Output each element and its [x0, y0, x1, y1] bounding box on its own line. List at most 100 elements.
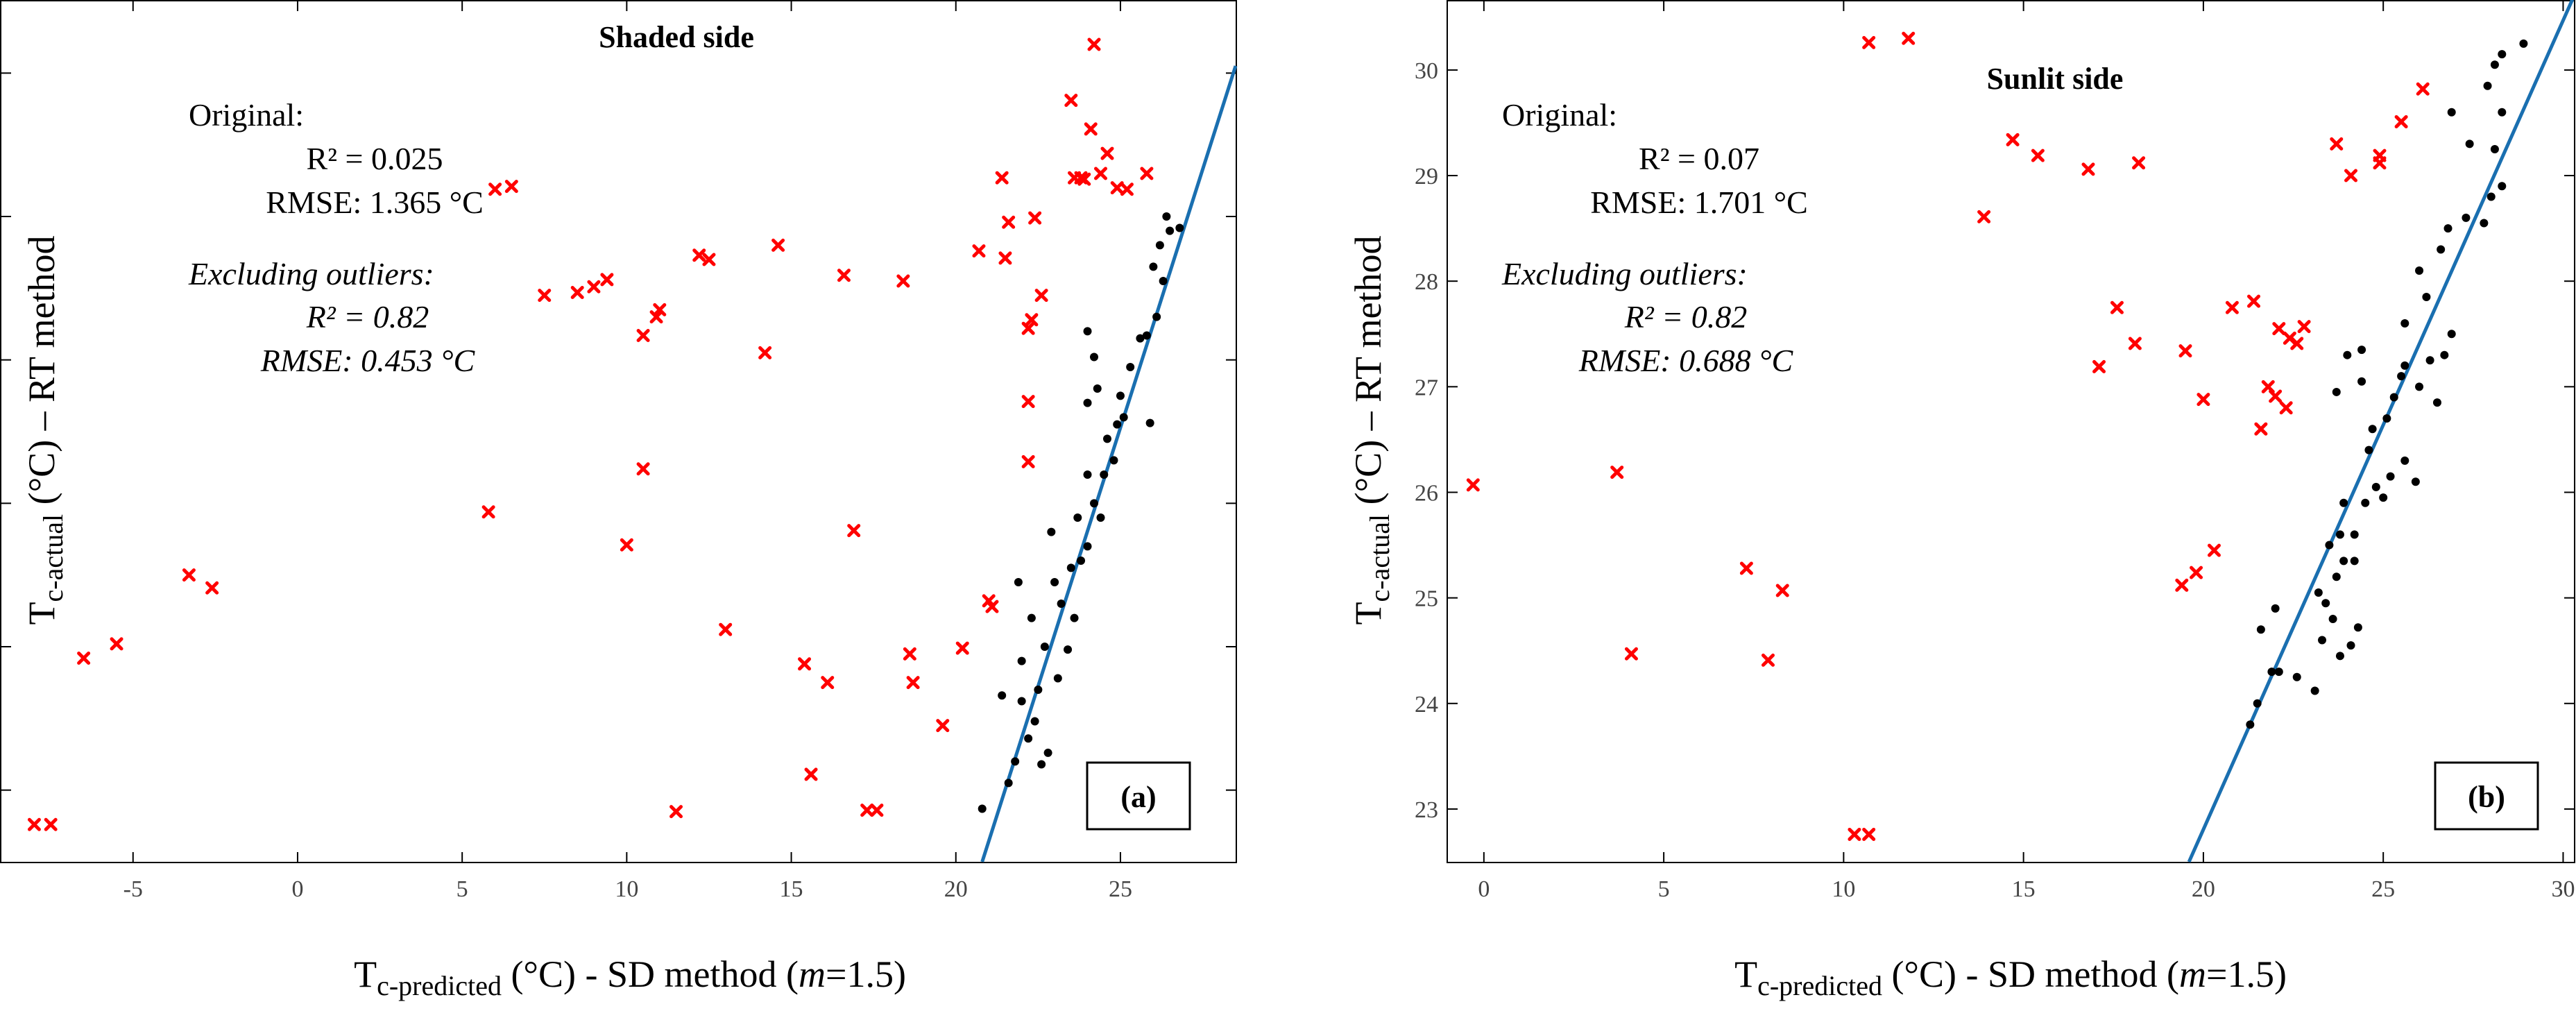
data-point-a — [1004, 779, 1013, 788]
data-point-b — [2465, 139, 2474, 148]
outlier-point-b — [2178, 344, 2192, 358]
x-tick-label-a: 20 — [944, 876, 968, 902]
x-axis-title-m-b: m — [2179, 953, 2206, 995]
data-point-a — [1159, 277, 1168, 285]
data-point-b — [2389, 393, 2398, 402]
outlier-point-b — [2081, 162, 2095, 176]
outlier-point-b — [1466, 478, 1480, 492]
data-point-b — [2328, 615, 2337, 624]
outlier-point-a — [44, 817, 58, 831]
outlier-point-b — [1739, 561, 1753, 575]
data-point-a — [1100, 470, 1109, 479]
stat-original-r2-b: R² = 0.07 — [1639, 141, 1759, 176]
outlier-point-b — [2254, 422, 2268, 436]
outlier-point-b — [1610, 466, 1624, 479]
y-tick-label-b: 28 — [1415, 269, 1438, 295]
panel-tag-b: (b) — [2468, 780, 2505, 814]
outlier-point-b — [2110, 300, 2124, 314]
data-point-b — [2490, 145, 2499, 154]
data-point-a — [1162, 212, 1171, 221]
outlier-point-a — [1025, 313, 1039, 327]
data-point-b — [2440, 350, 2449, 359]
data-point-b — [2415, 266, 2424, 275]
x-tick-label-b: 0 — [1478, 876, 1490, 902]
y-axis-title-main-a: T — [21, 602, 62, 625]
stat-original-label-b: Original: — [1502, 97, 1617, 133]
outlier-point-a — [636, 462, 650, 476]
data-point-b — [2335, 652, 2344, 661]
x-axis-title-sub-a: c-predicted — [377, 970, 502, 1001]
outlier-point-a — [821, 676, 835, 690]
data-point-b — [2271, 604, 2280, 613]
y-tick-label-b: 23 — [1415, 797, 1438, 823]
outlier-point-a — [620, 538, 633, 552]
panel-tag-a: (a) — [1120, 780, 1156, 814]
data-point-a — [998, 691, 1007, 700]
data-point-a — [1037, 760, 1046, 769]
data-point-a — [1024, 734, 1033, 743]
data-point-a — [1057, 600, 1066, 608]
data-point-a — [1047, 527, 1056, 536]
outlier-point-b — [2297, 320, 2311, 334]
data-point-a — [1066, 563, 1075, 572]
data-point-b — [2318, 636, 2327, 645]
data-point-b — [2437, 245, 2446, 254]
stat-excl-r2-a: R² = 0.82 — [306, 299, 429, 334]
y-axis-title-a: Tc-actual (°C) – RT method — [21, 236, 69, 625]
outlier-point-a — [1021, 454, 1035, 468]
data-point-b — [2447, 108, 2456, 117]
stat-excl-label-b: Excluding outliers: — [1501, 256, 1748, 291]
data-point-a — [1149, 262, 1158, 271]
outlier-point-a — [587, 280, 601, 294]
data-point-b — [2487, 192, 2496, 201]
data-point-a — [1030, 717, 1039, 726]
axis-ticks-b: 0 5 10 15 20 25 30 23 24 25 26 27 28 29 30 — [1415, 1, 2575, 902]
outlier-point-a — [870, 804, 884, 817]
data-point-a — [1027, 613, 1036, 622]
outlier-point-a — [205, 581, 219, 595]
outlier-point-a — [1087, 37, 1101, 51]
outlier-point-a — [653, 303, 667, 316]
data-point-b — [2253, 699, 2262, 708]
outlier-point-a — [998, 251, 1012, 265]
panel-a: -50510152025232425262728 Shaded side Ori… — [0, 0, 1238, 1001]
stat-original-rmse-b: RMSE: 1.701 °C — [1590, 185, 1808, 220]
data-point-a — [1053, 674, 1062, 683]
y-axis-title-main-b: T — [1347, 602, 1389, 625]
data-point-b — [2368, 425, 2377, 434]
data-point-a — [978, 804, 987, 813]
data-point-b — [2357, 346, 2366, 355]
data-point-a — [1126, 363, 1135, 371]
x-axis-title-main-a: T — [354, 953, 377, 995]
outlier-point-b — [2247, 294, 2261, 308]
stat-original-r2-text-a: R² = 0.025 — [307, 141, 443, 176]
data-point-b — [2490, 60, 2499, 69]
outlier-point-b — [1902, 31, 1916, 45]
x-axis-title-tail-a: =1.5) — [826, 953, 906, 995]
x-tick-label-a: 25 — [1109, 876, 1132, 902]
data-points-a — [27, 37, 1184, 831]
x-tick-label-a: 0 — [291, 876, 303, 902]
data-point-b — [2364, 445, 2373, 454]
data-point-b — [2386, 472, 2395, 481]
data-point-a — [1040, 643, 1049, 651]
outlier-point-a — [504, 180, 518, 194]
data-point-b — [2411, 477, 2420, 486]
panel-b: 0 5 10 15 20 25 30 23 24 25 26 27 28 29 30 Sunlit side… — [1347, 0, 2575, 1001]
data-point-b — [2274, 668, 2283, 677]
data-point-b — [2425, 356, 2434, 365]
data-point-b — [2350, 530, 2359, 539]
y-tick-label-b: 29 — [1415, 164, 1438, 189]
outlier-point-a — [1021, 321, 1035, 335]
outlier-point-a — [1094, 167, 1107, 180]
data-point-a — [1113, 420, 1122, 429]
data-point-a — [1109, 456, 1118, 465]
outlier-point-a — [538, 289, 552, 303]
y-axis-title-rest-a: (°C) – RT method — [21, 236, 62, 514]
outlier-point-a — [649, 310, 663, 324]
outlier-point-b — [2197, 393, 2210, 407]
x-axis-title-m-a: m — [799, 953, 826, 995]
x-axis-title-tail-b: =1.5) — [2206, 953, 2287, 995]
data-point-a — [1152, 312, 1161, 321]
x-tick-label-a: -5 — [123, 876, 143, 902]
